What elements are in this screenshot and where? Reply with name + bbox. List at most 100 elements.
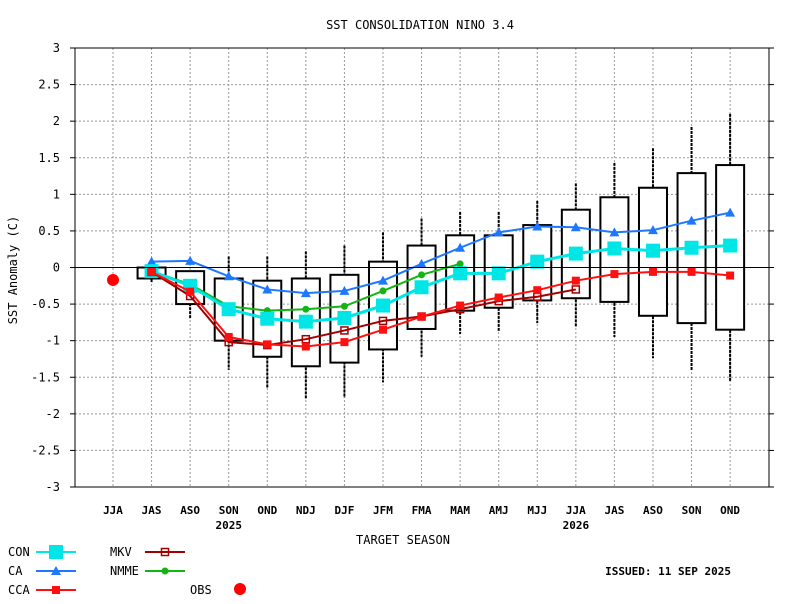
y-tick-label: 3 [53,41,60,55]
triangle-marker [223,271,234,281]
legend-item-con: CON [8,545,76,559]
square-marker [530,254,545,269]
square-marker [687,267,696,276]
chart-title: SST CONSOLIDATION NINO 3.4 [326,18,514,32]
square-marker [723,238,738,253]
open-square-marker [378,316,388,326]
x-tick-label: OND [257,504,277,517]
square-marker [49,545,63,559]
triangle-marker [570,222,581,232]
issued-date: ISSUED: 11 SEP 2025 [605,565,731,578]
triangle-marker [416,258,427,268]
triangle-marker [300,288,311,298]
square-marker [491,266,506,281]
y-tick-label: -1 [46,334,60,348]
y-tick-label: 2 [53,114,60,128]
x-tick-label: MJJ [527,504,547,517]
square-marker [456,301,465,310]
series-line [151,244,731,324]
square-marker [221,302,236,317]
open-square-marker [160,547,170,557]
x-tick-label: FMA [412,504,432,517]
dot-marker [302,305,310,313]
triangle-marker [686,215,697,225]
series-line [151,270,731,348]
legend-label: CON [8,545,30,559]
circle-marker [107,273,119,286]
x-tick-label: JJA [566,504,586,517]
square-marker [648,267,657,276]
square-marker [607,241,622,256]
square-marker [263,340,272,349]
year-label: 2025 [215,519,242,532]
triangle-marker [609,227,620,237]
dot-marker [456,260,464,268]
square-marker [298,314,313,329]
legend-label: NMME [110,564,139,578]
square-marker [568,246,583,261]
y-tick-label: 1 [53,187,60,201]
square-marker [52,586,60,594]
triangle-marker [185,255,196,265]
x-tick-label: SON [219,504,239,517]
series-line [151,271,577,347]
year-label: 2026 [563,519,590,532]
square-marker [726,271,735,280]
x-tick-label: ASO [180,504,200,517]
square-marker [414,280,429,295]
triangle-marker [725,207,736,217]
series-cca [147,267,735,351]
square-marker [340,338,349,347]
y-tick-label: -2.5 [31,443,60,457]
triangle-marker [647,225,658,235]
square-marker [417,312,426,321]
y-tick-label: -2 [46,407,60,421]
triangle-marker [455,242,466,252]
series-ca [146,207,736,298]
dot-marker [161,567,169,575]
legend-item-obs: OBS [190,583,246,597]
spread-box [637,186,668,317]
triangle-marker [532,221,543,231]
square-marker [301,342,310,351]
x-tick-label: SON [682,504,702,517]
triangle-marker [339,285,350,295]
x-tick-label: JAS [604,504,624,517]
square-marker [337,310,352,325]
y-axis-label: SST Anomaly (C) [6,216,20,324]
open-square-marker [571,285,581,294]
square-marker [494,293,503,302]
legend-label: MKV [110,545,132,559]
y-tick-label: -0.5 [31,297,60,311]
x-tick-label: JAS [142,504,162,517]
square-marker [186,287,195,296]
square-marker [378,325,387,334]
y-tick-label: 1.5 [38,151,60,165]
square-marker [610,270,619,279]
x-tick-label: ASO [643,504,663,517]
square-marker [260,311,275,326]
square-marker [453,266,468,281]
open-square-marker [340,326,349,335]
y-tick-label: 0.5 [38,224,60,238]
square-marker [224,333,233,342]
triangle-marker [262,284,273,294]
circle-marker [234,583,246,595]
y-tick-label: -3 [46,480,60,494]
square-marker [571,276,580,285]
y-tick-label: 0 [53,261,60,275]
x-tick-label: DJF [334,504,354,517]
square-marker [147,267,156,276]
dot-marker [340,302,348,310]
square-marker [684,240,699,255]
series-obs [107,273,119,286]
y-tick-label: -1.5 [31,370,60,384]
legend-item-nmme: NMME [110,564,185,578]
series-line [151,211,731,295]
dot-marker [418,271,426,279]
x-tick-label: NDJ [296,504,316,517]
square-marker [645,243,660,258]
x-axis-label: TARGET SEASON [356,533,450,547]
x-tick-label: JFM [373,504,393,517]
legend-label: CA [8,564,23,578]
